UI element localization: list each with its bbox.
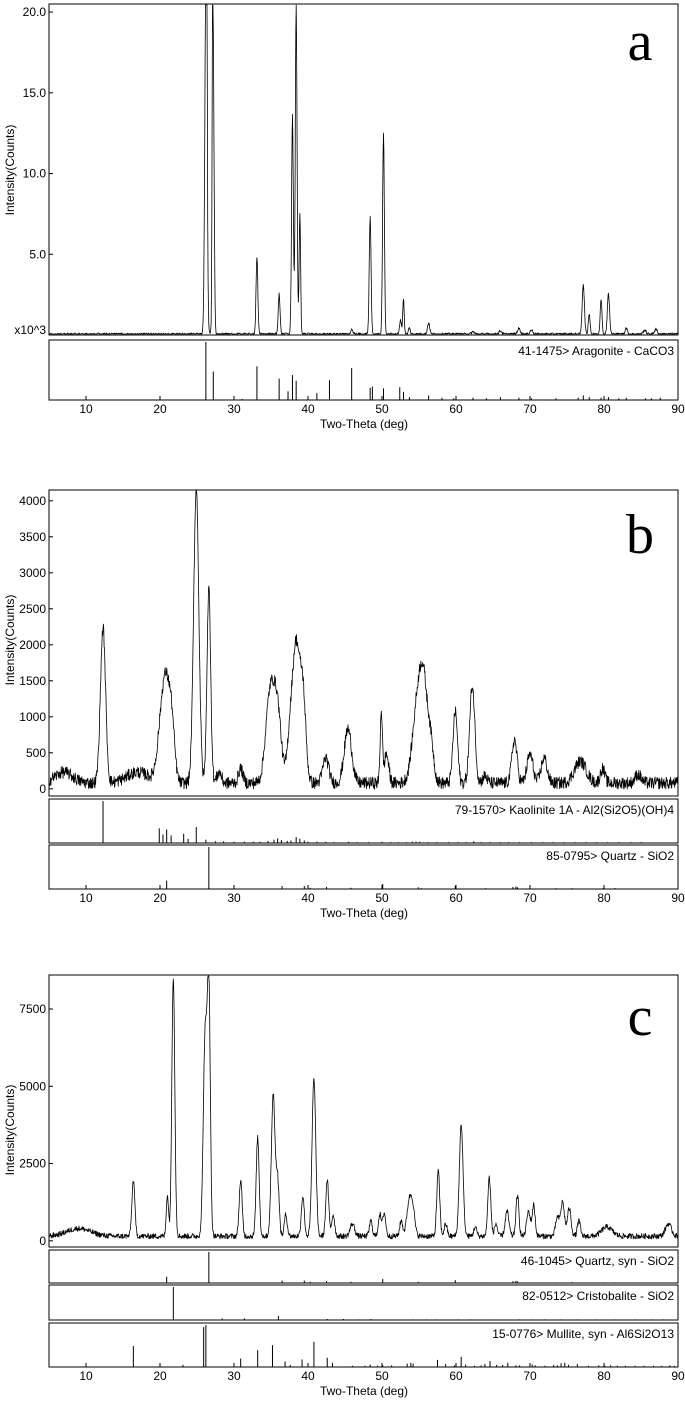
panel-c-letter: c — [628, 986, 653, 1048]
panel-b-y-tick-label: 1000 — [19, 710, 46, 724]
panel-c-x-tick-label: 50 — [375, 1369, 389, 1383]
panel-b-x-tick-label: 30 — [227, 891, 241, 905]
panel-a-plot-frame — [48, 3, 679, 336]
panel-b-y-tick-label: 2000 — [19, 638, 46, 652]
panel-b-y-tick-label: 0 — [39, 782, 46, 796]
panel-c-reference-3-frame — [48, 1322, 679, 1368]
panel-c-y-tick-label: 0 — [39, 1234, 46, 1248]
panel-b-x-tick-label: 60 — [449, 891, 463, 905]
panel-a-ylabel: Intensity(Counts) — [3, 125, 17, 216]
panel-a-y-multiplier: x10^3 — [14, 323, 46, 337]
panel-c-x-tick-label: 60 — [449, 1369, 463, 1383]
panel-b-ylabel: Intensity(Counts) — [3, 595, 17, 686]
panel-a-letter: a — [628, 11, 653, 73]
panel-a-x-tick-label: 20 — [153, 402, 167, 416]
panel-a-x-tick-label: 40 — [301, 402, 315, 416]
panel-c-plot-frame — [48, 974, 679, 1248]
panel-c-diffraction-trace — [48, 975, 679, 1240]
panel-a-y-tick-label: 15.0 — [23, 86, 47, 100]
panel-b: 0 500 1000 1500 2000 2500 3000 3500 4000 79-1570>… — [3, 489, 685, 920]
panel-b-x-tick-label: 10 — [79, 891, 93, 905]
panel-c-y-tick-label: 2500 — [19, 1157, 46, 1171]
panel-a-y-tick-label: 5.0 — [29, 247, 46, 261]
panel-c-reference-3-label: 15-0776> Mullite, syn - Al6Si2O13 — [492, 1327, 674, 1341]
panel-a-xlabel: Two-Theta (deg) — [320, 417, 408, 431]
panel-c-x-tick-label: 80 — [597, 1369, 611, 1383]
panel-c-x-tick-label: 40 — [301, 1369, 315, 1383]
panel-b-plot-frame — [48, 489, 679, 797]
panel-c-x-tick-label: 90 — [671, 1369, 685, 1383]
panel-a: 5.0 10.0 15.0 20.0 41-1475> Aragonite - CaCO… — [3, 3, 685, 431]
panel-b-reference-1-label: 79-1570> Kaolinite 1A - Al2(Si2O5)(OH)4 — [455, 803, 674, 817]
panel-c-reference-2-frame — [48, 1284, 679, 1321]
panel-a-reference-1-frame — [48, 339, 679, 401]
panel-b-y-tick-label: 500 — [26, 746, 46, 760]
panel-a-x-tick-label: 70 — [523, 402, 537, 416]
panel-c: 0 2500 5000 7500 46-1045> Quartz, syn - SiO2… — [3, 974, 685, 1398]
panel-c-x-tick-label: 20 — [153, 1369, 167, 1383]
panel-c-y-tick-label: 5000 — [19, 1079, 46, 1093]
panel-b-x-tick-label: 20 — [153, 891, 167, 905]
panel-a-plot: 5.0 10.0 15.0 20.0 41-1475> Aragonite - CaCO… — [23, 3, 685, 416]
panel-a-diffraction-trace — [48, 4, 679, 335]
panel-a-x-tick-label: 10 — [79, 402, 93, 416]
panel-b-y-tick-label: 1500 — [19, 674, 46, 688]
panel-b-y-tick-label: 3000 — [19, 566, 46, 580]
panel-c-xlabel: Two-Theta (deg) — [320, 1384, 408, 1398]
panel-c-reference-1-label: 46-1045> Quartz, syn - SiO2 — [521, 1254, 674, 1268]
panel-b-x-tick-label: 70 — [523, 891, 537, 905]
panel-c-x-tick-label: 70 — [523, 1369, 537, 1383]
panel-b-plot: 0 500 1000 1500 2000 2500 3000 3500 4000 79-1570>… — [19, 489, 685, 905]
panel-b-y-tick-label: 4000 — [19, 494, 46, 508]
panel-b-reference-2-frame — [48, 844, 679, 890]
panel-b-y-tick-label: 3500 — [19, 530, 46, 544]
panel-a-y-tick-label: 10.0 — [23, 167, 47, 181]
panel-b-reference-1-frame — [48, 798, 679, 844]
panel-a-reference-1-label: 41-1475> Aragonite - CaCO3 — [518, 344, 674, 358]
panel-b-letter: b — [626, 504, 654, 566]
panel-c-ylabel: Intensity(Counts) — [3, 1085, 17, 1176]
panel-b-y-tick-label: 2500 — [19, 602, 46, 616]
panel-c-x-tick-label: 10 — [79, 1369, 93, 1383]
panel-c-reference-2-label: 82-0512> Cristobalite - SiO2 — [522, 1289, 674, 1303]
panel-b-xlabel: Two-Theta (deg) — [320, 906, 408, 920]
panel-b-x-tick-label: 90 — [671, 891, 685, 905]
panel-b-x-tick-label: 80 — [597, 891, 611, 905]
panel-c-x-tick-label: 30 — [227, 1369, 241, 1383]
panel-a-x-tick-label: 50 — [375, 402, 389, 416]
panel-a-x-tick-label: 80 — [597, 402, 611, 416]
panel-b-reference-2-label: 85-0795> Quartz - SiO2 — [546, 849, 674, 863]
panel-a-x-tick-label: 30 — [227, 402, 241, 416]
panel-b-x-tick-label: 40 — [301, 891, 315, 905]
panel-a-y-tick-label: 20.0 — [23, 5, 47, 19]
panel-c-y-tick-label: 7500 — [19, 1002, 46, 1016]
panel-b-diffraction-trace — [48, 490, 679, 790]
panel-c-reference-1-frame — [48, 1249, 679, 1284]
panel-c-plot: 0 2500 5000 7500 46-1045> Quartz, syn - SiO2… — [19, 974, 685, 1383]
panel-b-x-tick-label: 50 — [375, 891, 389, 905]
panel-a-x-tick-label: 90 — [671, 402, 685, 416]
panel-a-x-tick-label: 60 — [449, 402, 463, 416]
